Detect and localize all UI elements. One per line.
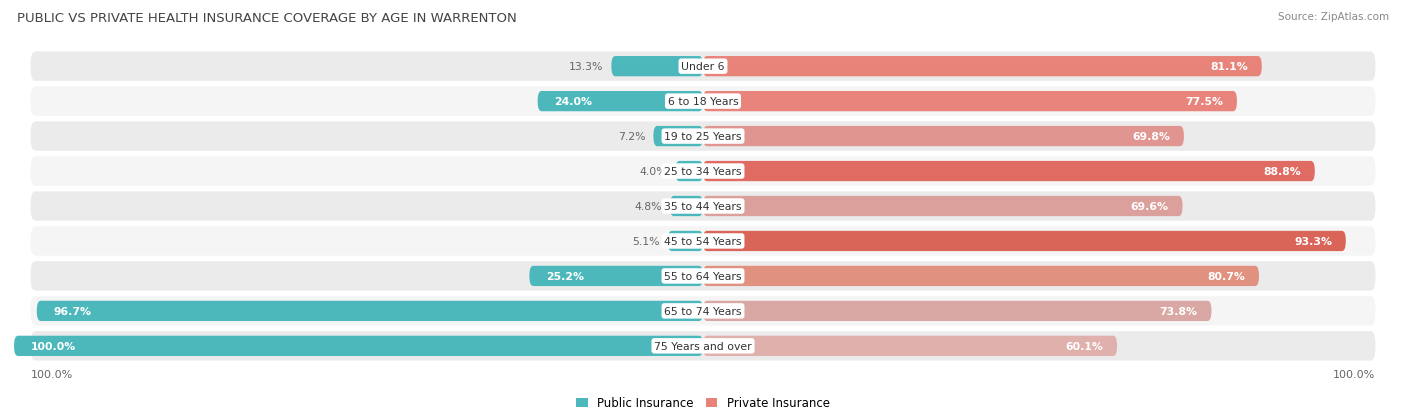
FancyBboxPatch shape — [703, 301, 1212, 321]
Text: 4.8%: 4.8% — [634, 202, 662, 211]
Text: 25.2%: 25.2% — [546, 271, 583, 281]
Legend: Public Insurance, Private Insurance: Public Insurance, Private Insurance — [571, 392, 835, 413]
Text: 100.0%: 100.0% — [1333, 369, 1375, 379]
Text: Source: ZipAtlas.com: Source: ZipAtlas.com — [1278, 12, 1389, 22]
FancyBboxPatch shape — [703, 92, 1237, 112]
FancyBboxPatch shape — [14, 336, 703, 356]
Text: 5.1%: 5.1% — [633, 236, 659, 247]
FancyBboxPatch shape — [703, 127, 1184, 147]
Text: 6 to 18 Years: 6 to 18 Years — [668, 97, 738, 107]
Text: Under 6: Under 6 — [682, 62, 724, 72]
FancyBboxPatch shape — [31, 87, 1375, 116]
FancyBboxPatch shape — [703, 57, 1261, 77]
FancyBboxPatch shape — [612, 57, 703, 77]
Text: 35 to 44 Years: 35 to 44 Years — [664, 202, 742, 211]
FancyBboxPatch shape — [31, 52, 1375, 82]
Text: 88.8%: 88.8% — [1263, 166, 1301, 177]
FancyBboxPatch shape — [703, 231, 1346, 252]
FancyBboxPatch shape — [31, 157, 1375, 186]
FancyBboxPatch shape — [654, 127, 703, 147]
FancyBboxPatch shape — [31, 331, 1375, 361]
FancyBboxPatch shape — [31, 297, 1375, 326]
FancyBboxPatch shape — [703, 161, 1315, 182]
Text: PUBLIC VS PRIVATE HEALTH INSURANCE COVERAGE BY AGE IN WARRENTON: PUBLIC VS PRIVATE HEALTH INSURANCE COVER… — [17, 12, 516, 25]
Text: 4.0%: 4.0% — [640, 166, 668, 177]
Text: 100.0%: 100.0% — [31, 369, 73, 379]
FancyBboxPatch shape — [668, 231, 703, 252]
FancyBboxPatch shape — [703, 336, 1116, 356]
FancyBboxPatch shape — [675, 161, 703, 182]
FancyBboxPatch shape — [31, 261, 1375, 291]
FancyBboxPatch shape — [703, 266, 1258, 286]
Text: 77.5%: 77.5% — [1185, 97, 1223, 107]
Text: 13.3%: 13.3% — [569, 62, 603, 72]
FancyBboxPatch shape — [31, 192, 1375, 221]
Text: 19 to 25 Years: 19 to 25 Years — [664, 132, 742, 142]
FancyBboxPatch shape — [530, 266, 703, 286]
FancyBboxPatch shape — [537, 92, 703, 112]
Text: 69.6%: 69.6% — [1130, 202, 1168, 211]
Text: 96.7%: 96.7% — [53, 306, 91, 316]
Text: 55 to 64 Years: 55 to 64 Years — [664, 271, 742, 281]
Text: 60.1%: 60.1% — [1066, 341, 1104, 351]
Text: 45 to 54 Years: 45 to 54 Years — [664, 236, 742, 247]
Text: 75 Years and over: 75 Years and over — [654, 341, 752, 351]
Text: 69.8%: 69.8% — [1132, 132, 1170, 142]
Text: 93.3%: 93.3% — [1294, 236, 1331, 247]
Text: 7.2%: 7.2% — [617, 132, 645, 142]
Text: 100.0%: 100.0% — [31, 341, 76, 351]
Text: 81.1%: 81.1% — [1211, 62, 1249, 72]
Text: 73.8%: 73.8% — [1160, 306, 1198, 316]
FancyBboxPatch shape — [31, 122, 1375, 152]
Text: 80.7%: 80.7% — [1208, 271, 1246, 281]
Text: 25 to 34 Years: 25 to 34 Years — [664, 166, 742, 177]
FancyBboxPatch shape — [31, 227, 1375, 256]
FancyBboxPatch shape — [37, 301, 703, 321]
FancyBboxPatch shape — [703, 197, 1182, 216]
FancyBboxPatch shape — [669, 197, 703, 216]
Text: 65 to 74 Years: 65 to 74 Years — [664, 306, 742, 316]
Text: 24.0%: 24.0% — [554, 97, 592, 107]
